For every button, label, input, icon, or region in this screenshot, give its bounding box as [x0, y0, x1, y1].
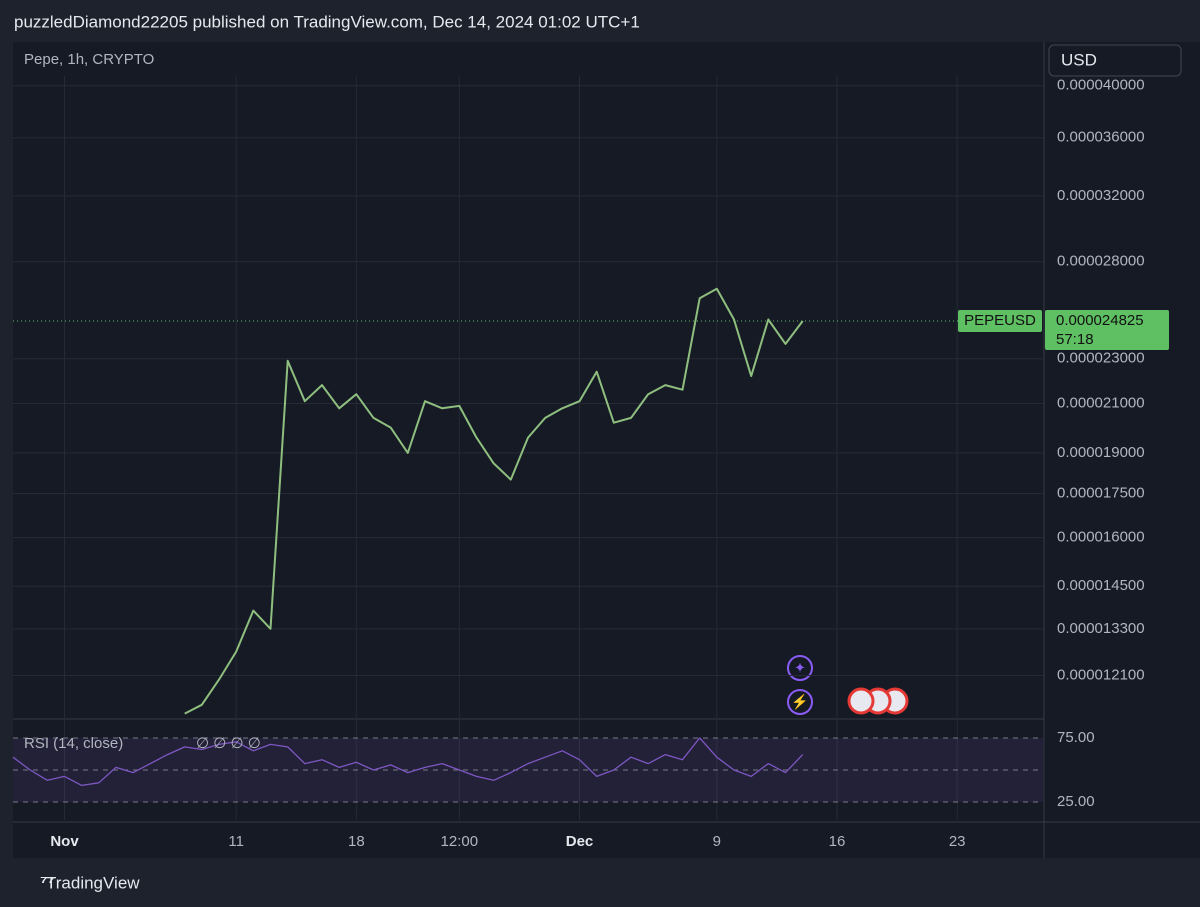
logo-mark: ⁷⁷ — [40, 872, 55, 892]
event-icon-glyph: ✦ — [794, 660, 806, 676]
chart-area — [13, 42, 1200, 858]
currency-button[interactable] — [1048, 44, 1182, 77]
x-tick-label: 23 — [949, 833, 966, 850]
event-icon-glyph: ⚡ — [791, 694, 808, 711]
symbol-title: Pepe, 1h, CRYPTO — [24, 51, 154, 68]
x-tick-label: 9 — [713, 833, 721, 850]
y-tick-label: 0.000019000 — [1057, 444, 1145, 461]
event-icon[interactable] — [787, 655, 813, 681]
y-tick-label: 0.000032000 — [1057, 187, 1145, 204]
footer-brand: TradingView — [46, 873, 140, 892]
symbol-tag-label: PEPEUSD — [964, 312, 1036, 329]
y-tick-label: 0.000017500 — [1057, 484, 1145, 501]
y-tick-label: 0.000012100 — [1057, 666, 1145, 683]
x-tick-label: 18 — [348, 833, 365, 850]
symbol-tag — [958, 310, 1042, 333]
series-line — [184, 287, 804, 715]
rsi-title: RSI (14, close) — [24, 735, 123, 752]
x-tick-label: 12:00 — [441, 833, 479, 850]
y-tick-label: 75.00 — [1057, 729, 1095, 746]
price-tag-value: 0.000024825 — [1056, 312, 1144, 329]
y-tick-label: 0.000023000 — [1057, 350, 1145, 367]
y-tick-label: 0.000016000 — [1057, 529, 1145, 546]
y-tick-label: 0.000014500 — [1057, 577, 1145, 594]
y-tick-label: 0.000013300 — [1057, 620, 1145, 637]
x-tick-label: 11 — [228, 833, 244, 850]
rsi-status: ∅ ∅ ∅ ∅ — [196, 735, 261, 752]
y-tick-label: 0.000036000 — [1057, 129, 1145, 146]
event-flag[interactable] — [847, 687, 875, 715]
x-tick-label: Nov — [50, 833, 79, 850]
price-tag — [1045, 310, 1169, 351]
y-tick-label: 0.000028000 — [1057, 253, 1145, 270]
y-tick-label: 25.00 — [1057, 793, 1095, 810]
byline: puzzledDiamond22205 published on Trading… — [14, 12, 640, 31]
event-icon[interactable] — [787, 689, 813, 715]
x-tick-label: 16 — [829, 833, 846, 850]
series-line — [12, 737, 804, 787]
y-tick-label: 0.000021000 — [1057, 395, 1145, 412]
x-tick-label: Dec — [566, 833, 594, 850]
plot: Nov 11 18 12:00 Dec 9 16 23 0.000040000 0.0000360… — [12, 76, 1169, 850]
currency: USD — [1061, 50, 1097, 69]
y-tick-label: 0.000040000 — [1057, 77, 1145, 94]
price-tag-countdown: 57:18 — [1056, 331, 1094, 348]
